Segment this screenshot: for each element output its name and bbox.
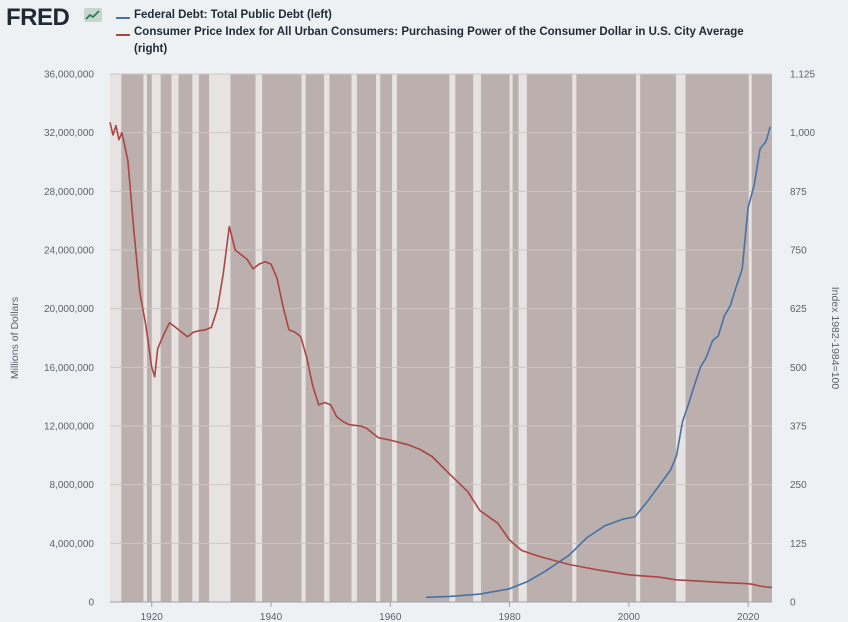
- recession-bar-9: [351, 74, 357, 602]
- recession-bar-16: [572, 74, 577, 602]
- recession-bar-4: [192, 74, 199, 602]
- legend-label-cpi[interactable]: Consumer Price Index for All Urban Consu…: [134, 26, 744, 38]
- fred-chart-logo-icon: [84, 8, 102, 22]
- right-tick-label: 375: [790, 422, 807, 433]
- recession-bar-15: [518, 74, 527, 602]
- left-axis-title: Millions of Dollars: [9, 297, 21, 379]
- recession-bar-11: [392, 74, 397, 602]
- legend-swatch-cpi: [116, 34, 130, 36]
- recession-bar-2: [151, 74, 161, 602]
- recession-bar-3: [171, 74, 179, 602]
- recession-bar-18: [675, 74, 686, 602]
- recession-bar-17: [636, 74, 641, 602]
- recession-bar-10: [375, 74, 381, 602]
- left-tick-label: 28,000,000: [44, 187, 94, 198]
- right-tick-label: 1,125: [790, 70, 815, 81]
- recession-bar-19: [748, 74, 752, 602]
- recession-bar-5: [209, 74, 231, 602]
- left-tick-label: 24,000,000: [44, 246, 94, 257]
- x-tick-label: 1940: [260, 612, 283, 622]
- right-tick-label: 625: [790, 304, 807, 315]
- left-tick-label: 0: [88, 598, 94, 609]
- recession-bar-12: [449, 74, 456, 602]
- series-line-federal-debt[interactable]: [426, 126, 771, 599]
- left-tick-label: 36,000,000: [44, 70, 94, 81]
- right-tick-label: 250: [790, 480, 807, 491]
- left-tick-label: 16,000,000: [44, 363, 94, 374]
- x-tick-label: 2020: [737, 612, 760, 622]
- fred-logo: FRED: [6, 4, 70, 31]
- legend-swatch-debt: [116, 17, 130, 19]
- x-tick-label: 2000: [618, 612, 641, 622]
- right-tick-label: 0: [790, 598, 796, 609]
- x-tick-label: 1920: [141, 612, 164, 622]
- right-tick-label: 125: [790, 539, 807, 550]
- right-tick-label: 875: [790, 187, 807, 198]
- recession-bar-6: [255, 74, 263, 602]
- left-tick-label: 32,000,000: [44, 128, 94, 139]
- recession-bar-0: [110, 74, 122, 602]
- series-line-purchasing-power[interactable]: [109, 122, 773, 589]
- recession-bar-14: [509, 74, 513, 602]
- x-tick-label: 1980: [498, 612, 521, 622]
- left-tick-label: 20,000,000: [44, 304, 94, 315]
- recession-bar-1: [143, 74, 147, 602]
- left-tick-label: 4,000,000: [50, 539, 95, 550]
- right-tick-label: 500: [790, 363, 807, 374]
- recession-bar-13: [473, 74, 481, 602]
- right-tick-label: 1,000: [790, 128, 815, 139]
- left-tick-label: 8,000,000: [50, 480, 95, 491]
- legend-label-debt[interactable]: Federal Debt: Total Public Debt (left): [134, 9, 332, 21]
- right-tick-label: 750: [790, 246, 807, 257]
- recession-bar-7: [301, 74, 306, 602]
- left-tick-label: 12,000,000: [44, 422, 94, 433]
- right-axis-title: Index 1982-1984=100: [829, 287, 841, 390]
- recession-bar-8: [324, 74, 330, 602]
- legend-label-cpi-line2: (right): [134, 43, 168, 55]
- x-tick-label: 1960: [379, 612, 402, 622]
